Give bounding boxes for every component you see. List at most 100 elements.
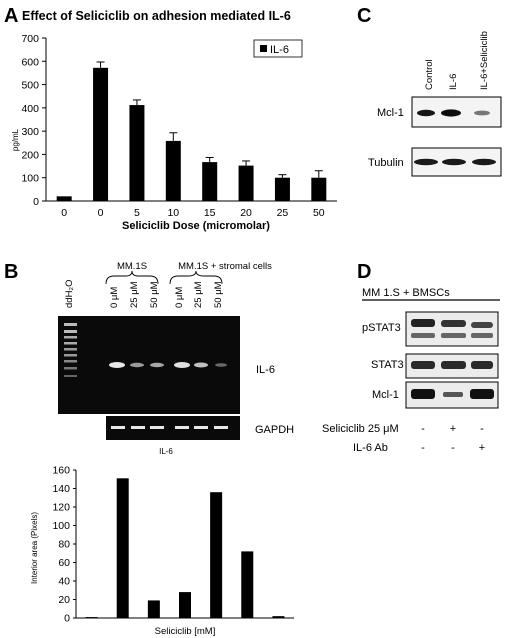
bar [202, 162, 218, 201]
brace-mm1s-stromal [169, 270, 223, 285]
gel-lane-label: 50 μM [149, 281, 160, 308]
gel-band [174, 362, 190, 368]
x-tick-label: 15 [204, 207, 216, 219]
panel-b-letter: B [4, 261, 18, 283]
blot-pstat3 [405, 311, 499, 347]
bar [56, 196, 72, 201]
gel-band [215, 363, 227, 367]
gel-band [150, 362, 164, 368]
legend-label: IL-6 [270, 44, 289, 56]
gel-lane-label: 0 μM [174, 287, 185, 308]
blot-band [442, 158, 466, 166]
condition-label-il6ab: IL-6 Ab [353, 442, 388, 454]
gel-lane-label: 50 μM [213, 281, 224, 308]
gel-caption: IL-6 [159, 447, 173, 456]
gel-lane-label: 25 μM [193, 281, 204, 308]
bar [238, 165, 254, 201]
blot-label-mcl1-d: Mcl-1 [372, 389, 399, 401]
panel-a-letter: A [4, 5, 18, 27]
bar [311, 177, 327, 201]
brace-mm1s [105, 270, 159, 285]
gel-lane-label: 25 μM [129, 281, 140, 308]
y-tick-label: 300 [21, 126, 39, 138]
condition-mark: - [421, 442, 425, 454]
legend-swatch [260, 45, 267, 52]
bar [210, 492, 223, 618]
y-tick-label: 60 [58, 557, 70, 569]
x-tick-label: 20 [240, 207, 252, 219]
bar [93, 67, 109, 201]
panel-b-ylabel: Interior area (Pixels) [30, 512, 39, 584]
panel-d-letter: D [357, 261, 371, 283]
y-tick-label: 600 [21, 56, 39, 68]
blot-band [472, 158, 496, 166]
condition-mark: - [480, 423, 484, 435]
bar [129, 105, 145, 201]
panel-a-x-ticks: 0 0 5 10 15 20 25 50 [61, 207, 325, 219]
y-tick-label: 100 [21, 173, 39, 185]
bar [272, 616, 285, 618]
x-tick-label: 0 [61, 207, 67, 219]
group-label-mm1s: MM.1S [117, 261, 147, 272]
bar [179, 592, 191, 618]
condition-label-seliciclib: Seliciclib 25 μM [322, 423, 399, 435]
condition-mark: + [479, 442, 485, 454]
bar [165, 140, 181, 201]
panel-a: A Effect of Seliciclib on adhesion media… [4, 5, 337, 232]
y-tick-label: 20 [58, 594, 70, 606]
panel-b-bars [85, 478, 285, 618]
panel-a-y-ticks: 0 100 200 300 400 500 600 700 [21, 33, 46, 208]
lane-label-il6-seliciclib: IL-6+Seliciclib [479, 31, 490, 90]
y-tick-label: 500 [21, 80, 39, 92]
x-tick-label: 0 [98, 207, 104, 219]
panel-b-chart: Interior area (Pixels) 0 20 40 60 80 100 120 14… [30, 465, 294, 637]
bar [147, 600, 160, 618]
condition-mark: + [450, 423, 456, 435]
panel-b-y-ticks: 0 20 40 60 80 100 120 140 160 [52, 465, 76, 625]
gel-lane-label: ddH₂O [64, 279, 75, 308]
blot-band [441, 109, 461, 117]
gel-ladder [64, 323, 77, 377]
panel-a-legend: IL-6 [253, 39, 303, 58]
y-tick-label: 0 [33, 196, 39, 208]
y-tick-label: 100 [52, 520, 70, 532]
x-tick-label: 25 [277, 207, 289, 219]
y-tick-label: 700 [21, 33, 39, 45]
panel-a-xlabel: Seliciclib Dose (micromolar) [122, 220, 270, 232]
condition-mark: - [421, 423, 425, 435]
gel-lane-label: 0 μM [109, 287, 120, 308]
panel-a-ylabel: pg/mL [11, 128, 20, 151]
gel-label-gapdh: GAPDH [255, 424, 294, 436]
y-tick-label: 200 [21, 149, 39, 161]
gel-band [194, 362, 208, 368]
gel-il6 [58, 316, 240, 414]
x-tick-label: 10 [167, 207, 179, 219]
y-tick-label: 140 [52, 483, 70, 495]
blot-band [417, 109, 435, 117]
y-tick-label: 0 [64, 613, 70, 625]
panel-c-letter: C [357, 5, 371, 27]
panel-a-title: Effect of Seliciclib on adhesion mediate… [22, 9, 291, 23]
y-tick-label: 400 [21, 103, 39, 115]
bar [116, 478, 129, 618]
panel-b-xlabel: Seliciclib [mM] [155, 626, 216, 637]
blot-label-tubulin: Tubulin [368, 157, 404, 169]
lane-label-il6: IL-6 [448, 74, 459, 90]
y-tick-label: 80 [58, 539, 70, 551]
condition-mark: - [451, 442, 455, 454]
gel-label-il6: IL-6 [256, 364, 275, 376]
blot-label-mcl1: Mcl-1 [377, 107, 404, 119]
blot-label-pstat3: pSTAT3 [362, 322, 401, 334]
gel-band [109, 362, 125, 368]
lane-label-control: Control [424, 59, 435, 90]
panel-d: D MM 1.S + BMSCs pSTAT3 STAT3 Mcl-1 Seli… [322, 261, 500, 454]
y-tick-label: 40 [58, 576, 70, 588]
gel-band [130, 362, 144, 368]
group-label-mm1s-stromal: MM.1S + stromal cells [178, 261, 272, 272]
y-tick-label: 120 [52, 502, 70, 514]
x-tick-label: 50 [313, 207, 325, 219]
panel-b: B MM.1S MM.1S + stromal cells ddH₂O 0 μM… [4, 261, 294, 456]
x-tick-label: 5 [134, 207, 140, 219]
legend-box [253, 39, 303, 58]
